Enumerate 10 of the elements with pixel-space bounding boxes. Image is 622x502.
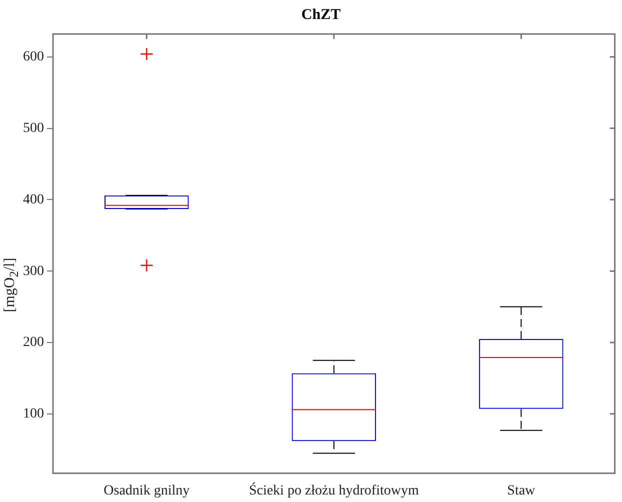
y-tick-label: 300 (23, 264, 44, 279)
y-tick-label: 600 (23, 50, 44, 65)
x-tick-label: Staw (507, 483, 536, 498)
y-tick-label: 500 (23, 120, 44, 136)
y-tick-label: 200 (23, 335, 44, 350)
y-tick-label: 400 (23, 192, 44, 208)
y-tick-label: 100 (23, 406, 44, 422)
chart-title: ChZT (301, 6, 341, 23)
x-tick-label: Ścieki po złożu hydrofitowym (248, 481, 419, 498)
x-tick-label: Osadnik gnilny (104, 483, 190, 498)
